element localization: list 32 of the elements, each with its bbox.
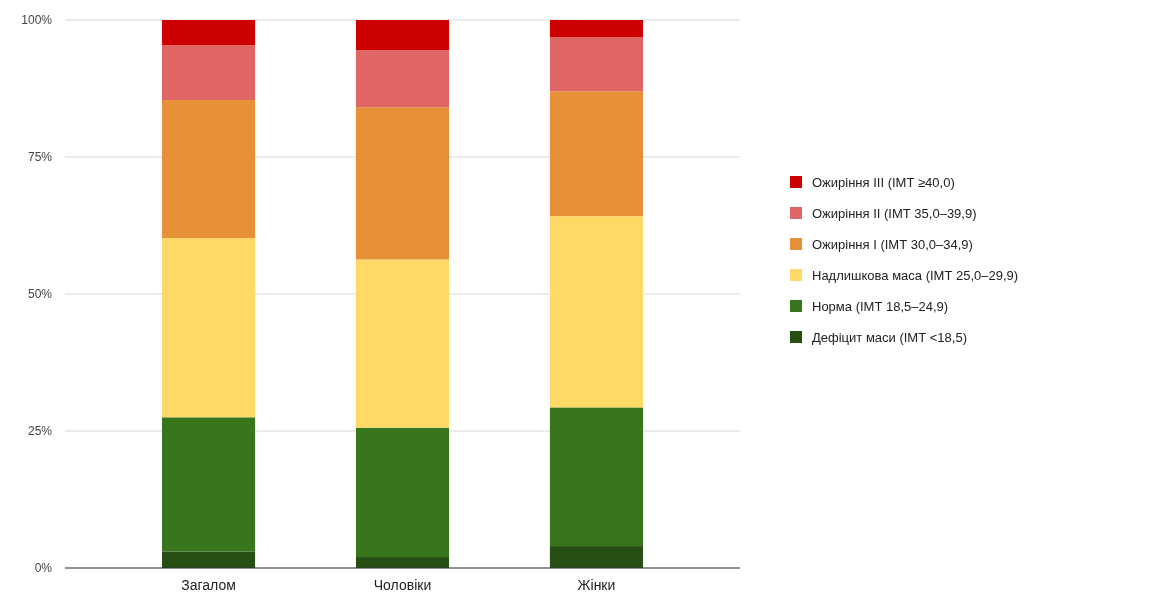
bar (549, 216, 644, 408)
legend-label: Ожиріння I (ІМТ 30,0–34,9) (812, 236, 973, 252)
bar (549, 407, 644, 547)
bar (161, 551, 256, 568)
y-tick-label: 100% (21, 13, 53, 28)
bar (161, 417, 256, 552)
x-tick-label: Чоловіки (373, 577, 432, 593)
y-tick-label: 25% (27, 424, 53, 439)
y-tick-label: 50% (27, 287, 53, 302)
bar (355, 50, 450, 108)
x-tick-label: Жінки (577, 577, 616, 593)
bar (355, 259, 450, 428)
bar (161, 20, 256, 46)
bar (549, 20, 644, 37)
bar (549, 36, 644, 92)
bar (161, 100, 256, 239)
bar (549, 91, 644, 217)
bar (161, 45, 256, 101)
bar (355, 107, 450, 260)
legend-label: Надлишкова маса (ІМТ 25,0–29,9) (812, 267, 1019, 283)
legend-label: Норма (ІМТ 18,5–24,9) (812, 298, 949, 314)
bar (549, 546, 644, 568)
x-tick-label: Загалом (181, 577, 236, 593)
bar (355, 427, 450, 558)
legend-label: Дефіцит маси (ІМТ <18,5) (812, 329, 967, 345)
legend-label: Ожиріння III (ІМТ ≥40,0) (812, 174, 955, 190)
bar (355, 20, 450, 51)
legend-label: Ожиріння II (ІМТ 35,0–39,9) (812, 205, 977, 221)
y-tick-label: 0% (34, 561, 53, 576)
bar (355, 557, 450, 568)
y-tick-label: 75% (27, 150, 53, 165)
bar (161, 238, 256, 418)
